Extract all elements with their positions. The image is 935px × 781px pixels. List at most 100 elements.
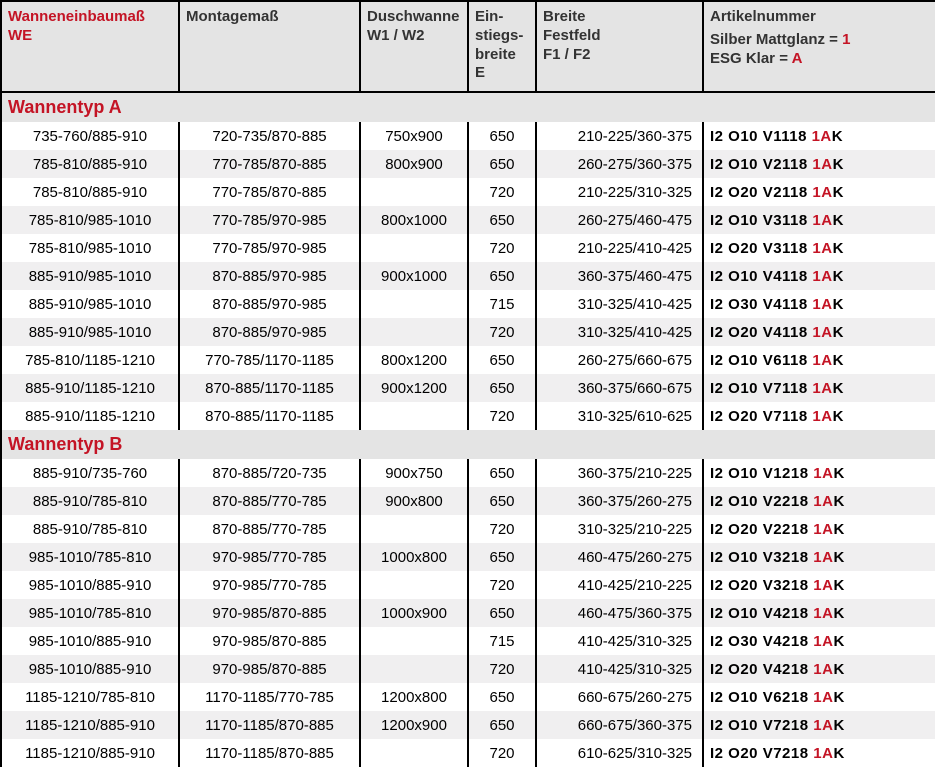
art-code: 1A: [812, 156, 832, 173]
art-code: 1A: [813, 633, 833, 650]
cell-we: 1185-1210/885-910: [1, 711, 179, 739]
cell-e: 650: [468, 374, 536, 402]
table-row: 885-910/785-810870-885/770-785720310-325…: [1, 515, 935, 543]
header-art-l2b: 1: [842, 31, 850, 48]
header-art-l3: ESG Klar = A: [710, 50, 802, 67]
header-dw: Duschwanne W1 / W2: [360, 1, 468, 92]
cell-mm: 870-885/770-785: [179, 515, 360, 543]
cell-art: I2 O30 V4218 1AK: [703, 627, 935, 655]
cell-we: 885-910/985-1010: [1, 318, 179, 346]
art-suffix: K: [833, 296, 844, 313]
table-row: 985-1010/785-810970-985/770-7851000x8006…: [1, 543, 935, 571]
header-art-l3b: A: [792, 50, 803, 67]
art-prefix: I2 O10 V1218: [710, 465, 813, 482]
cell-art: I2 O10 V4218 1AK: [703, 599, 935, 627]
cell-mm: 870-885/970-985: [179, 290, 360, 318]
cell-mm: 870-885/1170-1185: [179, 374, 360, 402]
art-code: 1A: [813, 661, 833, 678]
art-code: 1A: [813, 549, 833, 566]
cell-e: 720: [468, 571, 536, 599]
cell-dw: [360, 655, 468, 683]
cell-dw: 1000x800: [360, 543, 468, 571]
art-prefix: I2 O10 V7218: [710, 717, 813, 734]
cell-dw: 800x900: [360, 150, 468, 178]
cell-art: I2 O10 V7118 1AK: [703, 374, 935, 402]
cell-we: 985-1010/785-810: [1, 599, 179, 627]
art-code: 1A: [812, 380, 832, 397]
art-code: 1A: [812, 408, 832, 425]
cell-dw: 800x1200: [360, 346, 468, 374]
cell-art: I2 O20 V3118 1AK: [703, 234, 935, 262]
cell-art: I2 O20 V3218 1AK: [703, 571, 935, 599]
cell-mm: 1170-1185/870-885: [179, 739, 360, 767]
cell-mm: 1170-1185/770-785: [179, 683, 360, 711]
cell-we: 785-810/885-910: [1, 150, 179, 178]
cell-mm: 870-885/1170-1185: [179, 402, 360, 430]
section-title: Wannentyp A: [1, 92, 935, 122]
art-code: 1A: [813, 521, 833, 538]
cell-e: 720: [468, 178, 536, 206]
art-suffix: K: [833, 661, 844, 678]
cell-art: I2 O10 V2118 1AK: [703, 150, 935, 178]
cell-we: 885-910/785-810: [1, 487, 179, 515]
cell-e: 715: [468, 290, 536, 318]
section-row: Wannentyp A: [1, 92, 935, 122]
cell-bf: 210-225/310-325: [536, 178, 703, 206]
table-row: 985-1010/885-910970-985/770-785720410-42…: [1, 571, 935, 599]
cell-we: 785-810/1185-1210: [1, 346, 179, 374]
cell-e: 650: [468, 346, 536, 374]
header-art-l3a: ESG Klar =: [710, 50, 792, 67]
cell-e: 650: [468, 599, 536, 627]
header-we-line2: WE: [8, 27, 172, 46]
cell-e: 720: [468, 318, 536, 346]
art-prefix: I2 O10 V3118: [710, 212, 812, 229]
cell-bf: 260-275/460-475: [536, 206, 703, 234]
art-prefix: I2 O30 V4218: [710, 633, 813, 650]
cell-e: 650: [468, 543, 536, 571]
cell-we: 885-910/985-1010: [1, 290, 179, 318]
art-prefix: I2 O20 V7118: [710, 408, 812, 425]
tbody: Wanneneinbaumaß WE Montagemaß Duschwanne…: [1, 1, 935, 767]
art-suffix: K: [833, 156, 844, 173]
cell-art: I2 O10 V4118 1AK: [703, 262, 935, 290]
header-e-l2: stiegs-: [475, 27, 523, 44]
table-row: 885-910/985-1010870-885/970-985715310-32…: [1, 290, 935, 318]
table-row: 985-1010/885-910970-985/870-885720410-42…: [1, 655, 935, 683]
cell-dw: [360, 290, 468, 318]
art-suffix: K: [833, 408, 844, 425]
cell-e: 650: [468, 459, 536, 487]
art-suffix: K: [833, 268, 844, 285]
art-suffix: K: [833, 324, 844, 341]
cell-mm: 870-885/770-785: [179, 487, 360, 515]
cell-we: 985-1010/885-910: [1, 627, 179, 655]
header-art: Artikelnummer Silber Mattglanz = 1 ESG K…: [703, 1, 935, 92]
art-code: 1A: [813, 717, 833, 734]
art-prefix: I2 O10 V2118: [710, 156, 812, 173]
art-code: 1A: [813, 577, 833, 594]
art-prefix: I2 O30 V4118: [710, 296, 812, 313]
cell-e: 720: [468, 515, 536, 543]
cell-e: 650: [468, 711, 536, 739]
art-code: 1A: [812, 240, 832, 257]
table-row: 1185-1210/785-8101170-1185/770-7851200x8…: [1, 683, 935, 711]
cell-art: I2 O20 V7218 1AK: [703, 739, 935, 767]
header-dw-line2: W1 / W2: [367, 27, 425, 44]
cell-art: I2 O10 V6118 1AK: [703, 346, 935, 374]
art-prefix: I2 O20 V4118: [710, 324, 812, 341]
art-prefix: I2 O20 V3118: [710, 240, 812, 257]
cell-dw: 900x750: [360, 459, 468, 487]
table-row: 735-760/885-910720-735/870-885750x900650…: [1, 122, 935, 150]
cell-e: 650: [468, 150, 536, 178]
cell-dw: [360, 318, 468, 346]
art-prefix: I2 O20 V3218: [710, 577, 813, 594]
cell-art: I2 O30 V4118 1AK: [703, 290, 935, 318]
cell-dw: [360, 515, 468, 543]
header-we: Wanneneinbaumaß WE: [1, 1, 179, 92]
table-row: 785-810/1185-1210770-785/1170-1185800x12…: [1, 346, 935, 374]
cell-e: 650: [468, 683, 536, 711]
cell-dw: 1200x900: [360, 711, 468, 739]
spec-table: Wanneneinbaumaß WE Montagemaß Duschwanne…: [0, 0, 935, 767]
art-suffix: K: [833, 577, 844, 594]
cell-bf: 410-425/310-325: [536, 627, 703, 655]
cell-mm: 970-985/870-885: [179, 599, 360, 627]
